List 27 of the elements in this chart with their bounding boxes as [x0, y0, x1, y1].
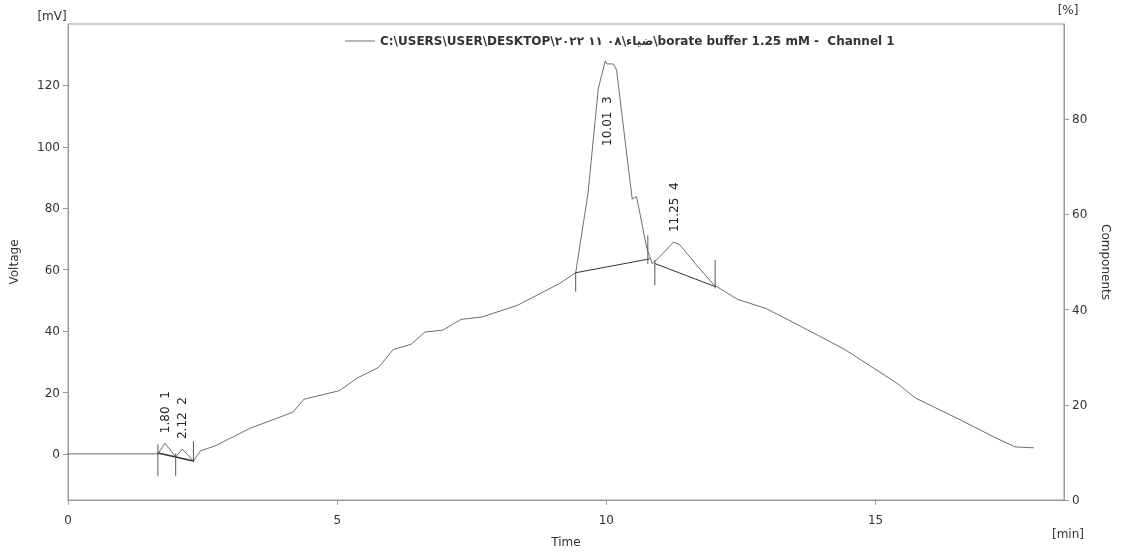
x-tick-label: 5 [333, 513, 342, 527]
y2-tick-label: 0 [1072, 493, 1080, 507]
annotation: 10.01 3 [599, 96, 614, 146]
x-tick-label: 10 [598, 513, 615, 527]
y-axis-title: Voltage [7, 239, 21, 285]
y2-tick-label: 80 [1072, 112, 1088, 127]
y-tick-label: 80 [44, 201, 60, 216]
y-tick-label: 120 [37, 78, 60, 93]
x-tick-label: 15 [867, 513, 884, 527]
text: [%] [1057, 3, 1079, 17]
text: [mV] [37, 9, 67, 23]
y-tick-label: 20 [44, 385, 60, 400]
annotation: 2.12 2 [175, 397, 190, 440]
y2-tick-label: 20 [1072, 397, 1088, 412]
y-tick-label: 40 [44, 324, 60, 339]
y2-tick-label: 60 [1072, 207, 1088, 222]
y-tick-label: 0 [52, 446, 60, 461]
annotation: 11.25 4 [666, 182, 681, 233]
legend-label: C:\USERS\USER\DESKTOP\ضياء\٠٨ ١١ ٢٠٢٢\borate buffer 1.25 mM - Channel 1 [380, 34, 895, 48]
y-tick-label: 100 [37, 139, 60, 154]
x-tick-label: 0 [64, 513, 72, 527]
x-axis-title: Time [550, 535, 581, 549]
text: [min] [1052, 527, 1084, 541]
y2-tick-label: 40 [1072, 302, 1088, 317]
annotation: 1.80 1 [157, 391, 172, 434]
y-tick-label: 60 [44, 262, 60, 277]
y2-axis-title: Components [1099, 224, 1113, 300]
